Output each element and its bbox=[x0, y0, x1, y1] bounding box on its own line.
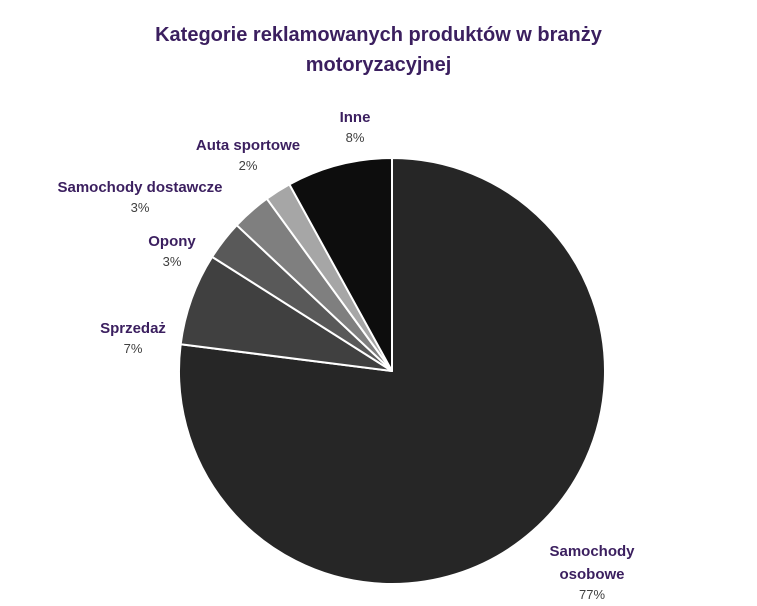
slice-label-samochody-dostawcze: Samochody dostawcze 3% bbox=[57, 179, 222, 215]
slice-label-name: Samochody bbox=[549, 543, 635, 560]
labels-layer: Samochodyosobowe77%Sprzedaż7%Opony3%Samo… bbox=[57, 109, 635, 602]
slice-label-auta-sportowe: Auta sportowe 2% bbox=[196, 137, 300, 173]
slice-label-name: osobowe bbox=[559, 566, 624, 583]
chart-title-line-2: motoryzacyjnej bbox=[305, 54, 452, 76]
slice-value-label: 77% bbox=[579, 587, 605, 602]
slice-value-label: 2% bbox=[239, 158, 258, 173]
slice-value-label: 8% bbox=[346, 130, 365, 145]
slice-label-sprzedaz: Sprzedaż 7% bbox=[100, 320, 166, 356]
chart-title: Kategorie reklamowanych produktów w bran… bbox=[0, 20, 757, 80]
slice-label-name: Auta sportowe bbox=[196, 137, 300, 154]
slice-label-name: Sprzedaż bbox=[100, 320, 166, 337]
slice-label-opony: Opony 3% bbox=[148, 233, 196, 269]
chart-title-line-1: Kategorie reklamowanych produktów w bran… bbox=[155, 24, 602, 46]
pie-slice-samochody-osobowe bbox=[178, 157, 606, 585]
pie-slice-inne bbox=[288, 157, 393, 372]
slice-label-samochody-osobowe: Samochody osobowe 77% bbox=[549, 543, 635, 602]
slice-value-label: 3% bbox=[163, 254, 182, 269]
slice-value-label: 7% bbox=[124, 341, 143, 356]
slice-value-label: 3% bbox=[131, 200, 150, 215]
slice-label-name: Samochody dostawcze bbox=[57, 179, 222, 196]
slices-layer bbox=[178, 157, 606, 585]
slice-label-name: Inne bbox=[340, 109, 371, 126]
slice-label-inne: Inne 8% bbox=[340, 109, 371, 145]
slice-label-name: Opony bbox=[148, 233, 196, 250]
